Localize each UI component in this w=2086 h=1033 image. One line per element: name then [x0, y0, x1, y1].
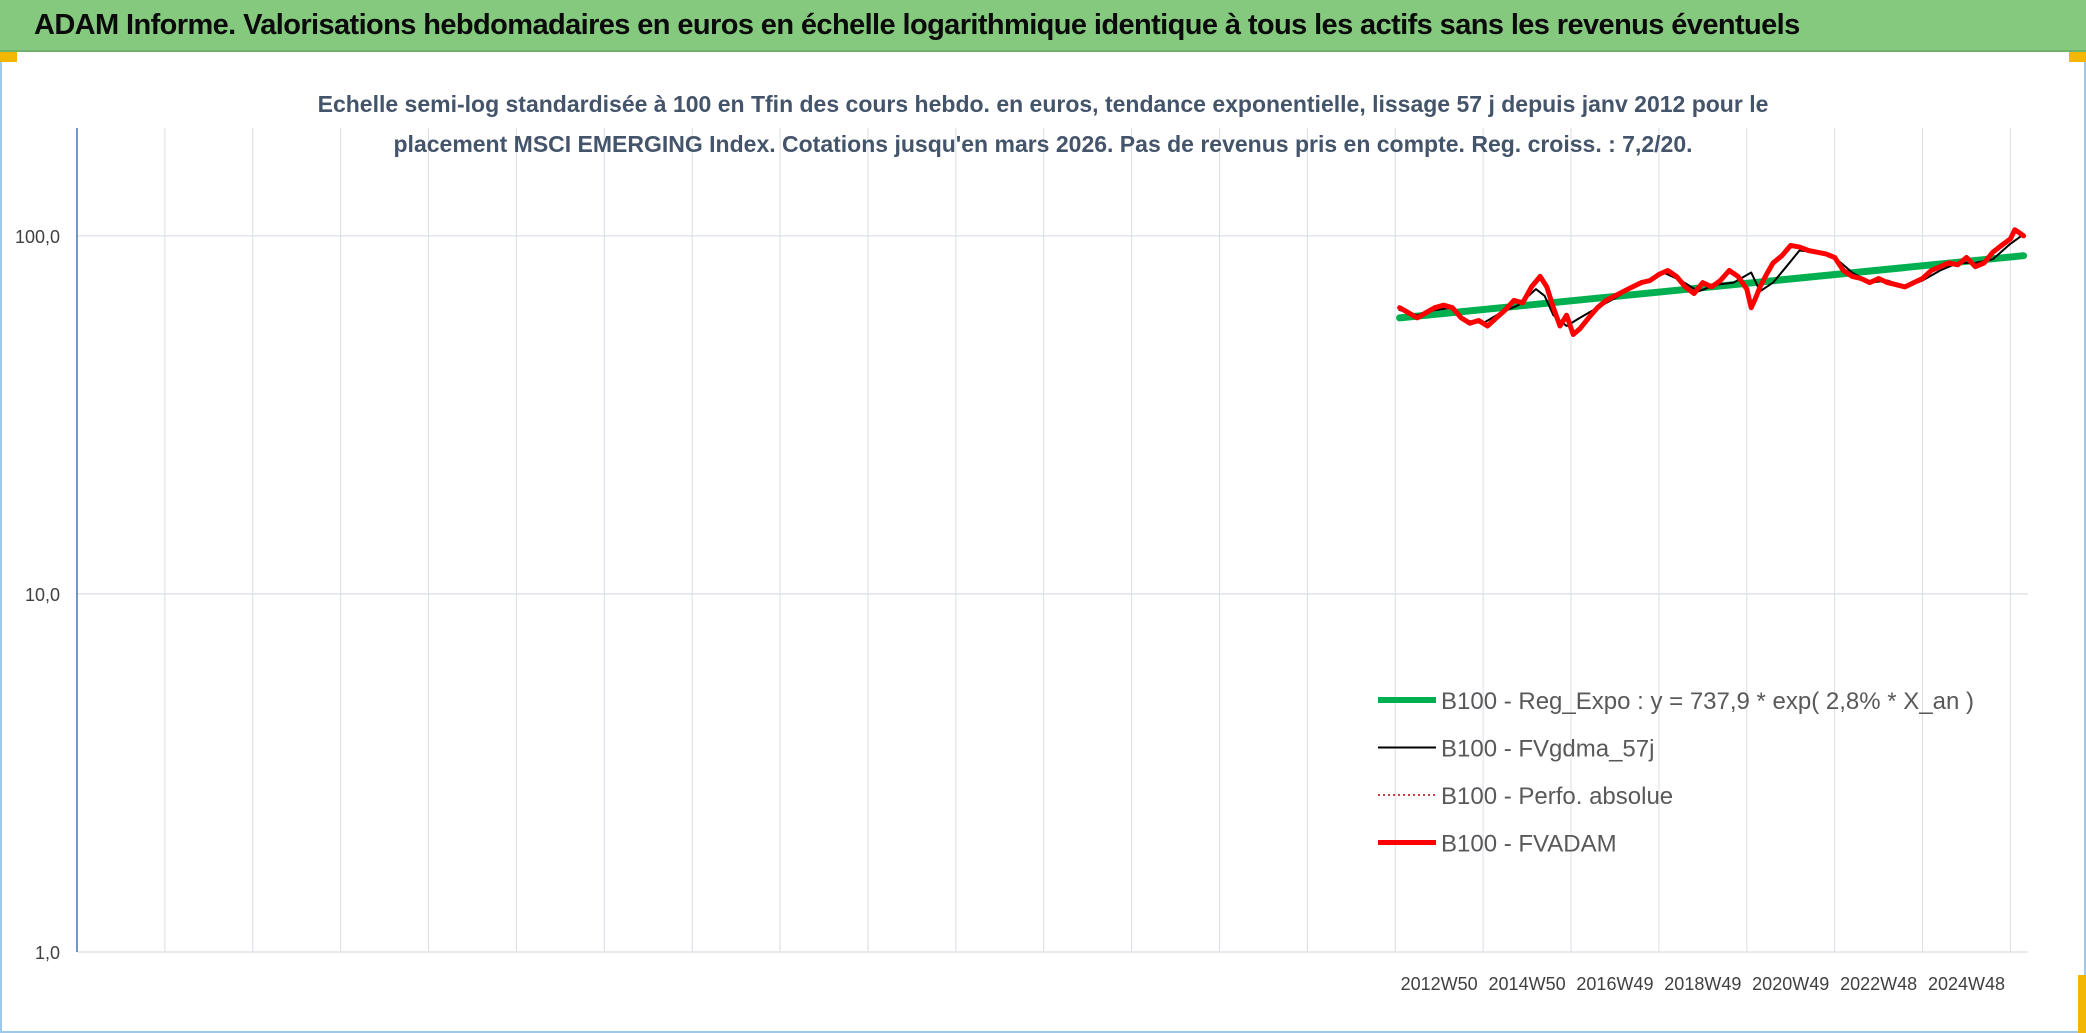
x-tick-label: 2014W50	[1489, 974, 1566, 994]
x-tick-label: 2016W49	[1576, 974, 1653, 994]
legend-label-3: B100 - Perfo. absolue	[1441, 783, 1673, 810]
corner-accent-top-right	[2069, 52, 2086, 62]
series-line-2	[1398, 233, 2025, 327]
header-banner: ADAM Informe. Valorisations hebdomadaire…	[0, 0, 2086, 52]
legend: B100 - Reg_Expo : y = 737,9 * exp( 2,8% …	[1378, 688, 1974, 858]
chart-subtitle-line-2: placement MSCI EMERGING Index. Cotations…	[394, 131, 1693, 157]
axis-ticks: 1,0 10,0 100,0 2012W50 2014W50 2016W49 2018W49…	[15, 227, 2005, 994]
series-lines	[1396, 227, 2028, 337]
page-title: ADAM Informe. Valorisations hebdomadaire…	[34, 9, 1800, 41]
chart-frame	[0, 52, 2086, 1033]
legend-label-2: B100 - FVgdma_57j	[1441, 736, 1654, 763]
series-line-4	[1397, 227, 2027, 337]
corner-accent-bottom-right	[2078, 975, 2086, 1033]
x-tick-label: 2012W50	[1401, 974, 1478, 994]
x-tick-label: 2022W48	[1840, 974, 1917, 994]
y-tick-label: 100,0	[15, 227, 60, 247]
x-tick-label: 2018W49	[1664, 974, 1741, 994]
grid	[77, 128, 2028, 953]
y-tick-label: 1,0	[35, 943, 60, 963]
x-tick-label: 2024W48	[1928, 974, 2005, 994]
x-tick-label: 2020W49	[1752, 974, 1829, 994]
corner-accent-top-left	[0, 52, 17, 62]
chart-subtitle-line-1: Echelle semi-log standardisée à 100 en T…	[318, 91, 1769, 117]
legend-label-1: B100 - Reg_Expo : y = 737,9 * exp( 2,8% …	[1441, 688, 1974, 715]
y-tick-label: 10,0	[25, 585, 60, 605]
legend-label-4: B100 - FVADAM	[1441, 831, 1617, 858]
